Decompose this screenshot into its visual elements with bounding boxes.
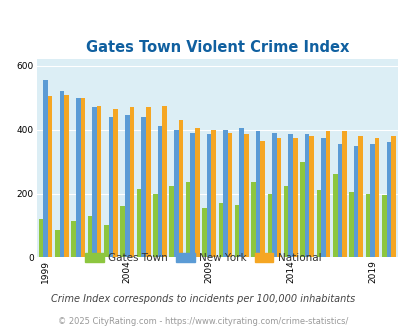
Bar <box>234 205 239 257</box>
Bar <box>341 131 346 257</box>
Bar <box>365 193 369 257</box>
Bar <box>358 136 362 257</box>
Bar <box>300 162 304 257</box>
Bar <box>92 107 97 257</box>
Bar <box>320 138 325 257</box>
Bar <box>369 144 374 257</box>
Bar <box>104 225 109 257</box>
Bar <box>76 98 80 257</box>
Bar <box>97 106 101 257</box>
Bar <box>136 189 141 257</box>
Bar <box>206 134 211 257</box>
Bar <box>178 120 183 257</box>
Bar <box>348 192 353 257</box>
Bar <box>153 193 157 257</box>
Bar <box>239 128 243 257</box>
Bar <box>71 221 76 257</box>
Bar <box>260 141 264 257</box>
Bar <box>227 133 232 257</box>
Bar <box>222 130 227 257</box>
Bar <box>267 193 271 257</box>
Bar <box>87 216 92 257</box>
Legend: Gates Town, New York, National: Gates Town, New York, National <box>81 249 324 267</box>
Text: © 2025 CityRating.com - https://www.cityrating.com/crime-statistics/: © 2025 CityRating.com - https://www.city… <box>58 317 347 326</box>
Bar <box>174 130 178 257</box>
Bar <box>64 94 68 257</box>
Bar <box>292 138 297 257</box>
Bar <box>276 138 281 257</box>
Bar <box>218 203 222 257</box>
Text: Crime Index corresponds to incidents per 100,000 inhabitants: Crime Index corresponds to incidents per… <box>51 294 354 304</box>
Bar <box>332 174 337 257</box>
Bar <box>141 117 145 257</box>
Bar <box>109 117 113 257</box>
Bar <box>202 208 206 257</box>
Bar <box>120 206 125 257</box>
Bar <box>113 109 117 257</box>
Bar <box>125 115 129 257</box>
Bar <box>283 185 288 257</box>
Bar <box>374 138 378 257</box>
Bar <box>43 80 48 257</box>
Bar <box>316 190 320 257</box>
Bar <box>251 182 255 257</box>
Bar <box>194 128 199 257</box>
Bar <box>129 107 134 257</box>
Bar <box>60 91 64 257</box>
Bar <box>337 144 341 257</box>
Bar <box>390 136 395 257</box>
Bar <box>169 185 174 257</box>
Bar <box>386 143 390 257</box>
Bar <box>145 107 150 257</box>
Bar <box>288 134 292 257</box>
Bar <box>304 134 309 257</box>
Bar <box>157 126 162 257</box>
Bar <box>211 130 215 257</box>
Bar <box>55 230 60 257</box>
Bar <box>255 131 260 257</box>
Bar <box>38 219 43 257</box>
Bar <box>271 133 276 257</box>
Title: Gates Town Violent Crime Index: Gates Town Violent Crime Index <box>85 41 348 55</box>
Bar <box>80 98 85 257</box>
Bar <box>190 133 194 257</box>
Bar <box>309 136 313 257</box>
Bar <box>325 131 330 257</box>
Bar <box>185 182 190 257</box>
Bar <box>162 106 166 257</box>
Bar <box>381 195 386 257</box>
Bar <box>243 134 248 257</box>
Bar <box>48 96 52 257</box>
Bar <box>353 146 358 257</box>
